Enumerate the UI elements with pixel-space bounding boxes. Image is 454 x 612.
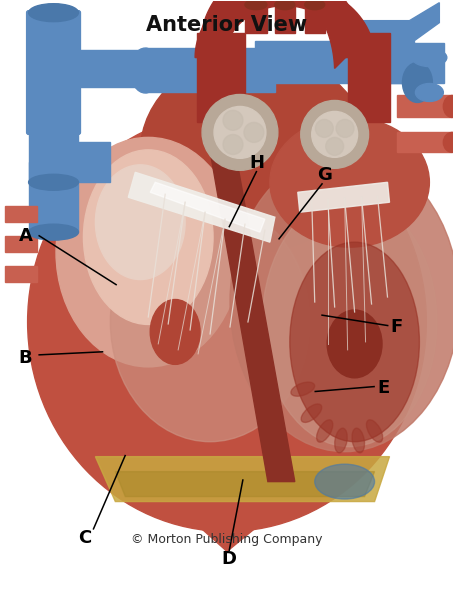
Ellipse shape xyxy=(301,404,322,422)
Text: G: G xyxy=(317,166,332,184)
Circle shape xyxy=(214,106,266,159)
Text: B: B xyxy=(19,349,32,367)
Bar xyxy=(5,236,37,252)
Bar xyxy=(245,5,267,32)
Ellipse shape xyxy=(29,224,79,240)
Ellipse shape xyxy=(56,137,241,367)
Text: F: F xyxy=(390,318,403,337)
Ellipse shape xyxy=(315,464,375,499)
Ellipse shape xyxy=(290,242,419,442)
Bar xyxy=(255,40,415,83)
Polygon shape xyxy=(115,472,375,496)
Text: H: H xyxy=(249,154,264,171)
Ellipse shape xyxy=(95,165,185,280)
Polygon shape xyxy=(128,173,275,242)
Ellipse shape xyxy=(275,0,295,10)
Ellipse shape xyxy=(28,113,426,531)
Circle shape xyxy=(326,137,344,155)
Bar xyxy=(29,23,79,182)
Ellipse shape xyxy=(230,152,454,452)
Ellipse shape xyxy=(130,48,160,93)
Polygon shape xyxy=(205,122,295,482)
Ellipse shape xyxy=(245,0,267,10)
Ellipse shape xyxy=(415,83,444,102)
Bar xyxy=(397,132,452,152)
Ellipse shape xyxy=(262,197,437,447)
Text: © Morton Publishing Company: © Morton Publishing Company xyxy=(131,533,323,546)
Text: D: D xyxy=(222,550,237,569)
Polygon shape xyxy=(95,457,390,502)
Ellipse shape xyxy=(140,53,370,252)
Ellipse shape xyxy=(366,420,383,442)
Bar xyxy=(145,48,275,92)
Polygon shape xyxy=(195,0,375,58)
Circle shape xyxy=(312,111,358,157)
Ellipse shape xyxy=(270,118,429,247)
Text: Anterior View: Anterior View xyxy=(147,15,307,35)
Ellipse shape xyxy=(110,202,310,442)
Ellipse shape xyxy=(316,420,333,442)
Circle shape xyxy=(336,119,354,137)
Text: C: C xyxy=(78,529,91,547)
Bar xyxy=(305,5,325,32)
Bar xyxy=(5,206,37,222)
Bar xyxy=(275,5,295,32)
Bar xyxy=(55,143,110,182)
Ellipse shape xyxy=(150,299,200,364)
Circle shape xyxy=(244,122,264,143)
Ellipse shape xyxy=(352,428,365,453)
Text: E: E xyxy=(377,379,389,397)
Bar xyxy=(197,32,245,122)
Ellipse shape xyxy=(402,62,432,102)
Ellipse shape xyxy=(444,132,454,152)
Circle shape xyxy=(223,110,243,130)
Bar xyxy=(80,50,150,88)
Ellipse shape xyxy=(305,0,325,10)
Ellipse shape xyxy=(157,466,297,526)
Bar xyxy=(397,95,452,118)
Circle shape xyxy=(301,100,369,168)
Circle shape xyxy=(202,94,278,170)
Text: A: A xyxy=(19,227,33,245)
FancyBboxPatch shape xyxy=(27,10,80,135)
Ellipse shape xyxy=(29,174,79,190)
Ellipse shape xyxy=(291,382,315,396)
Ellipse shape xyxy=(412,48,447,67)
Ellipse shape xyxy=(444,95,454,118)
Bar xyxy=(348,32,390,122)
Ellipse shape xyxy=(29,4,79,21)
Polygon shape xyxy=(355,2,439,40)
Ellipse shape xyxy=(84,150,213,324)
Circle shape xyxy=(316,119,333,137)
Circle shape xyxy=(223,135,243,154)
Polygon shape xyxy=(298,182,390,212)
Bar xyxy=(5,266,37,282)
Ellipse shape xyxy=(327,310,382,378)
Ellipse shape xyxy=(335,428,347,453)
Polygon shape xyxy=(201,0,360,69)
Bar xyxy=(390,43,444,83)
Bar xyxy=(29,162,79,232)
Polygon shape xyxy=(160,491,300,551)
Polygon shape xyxy=(150,182,265,232)
